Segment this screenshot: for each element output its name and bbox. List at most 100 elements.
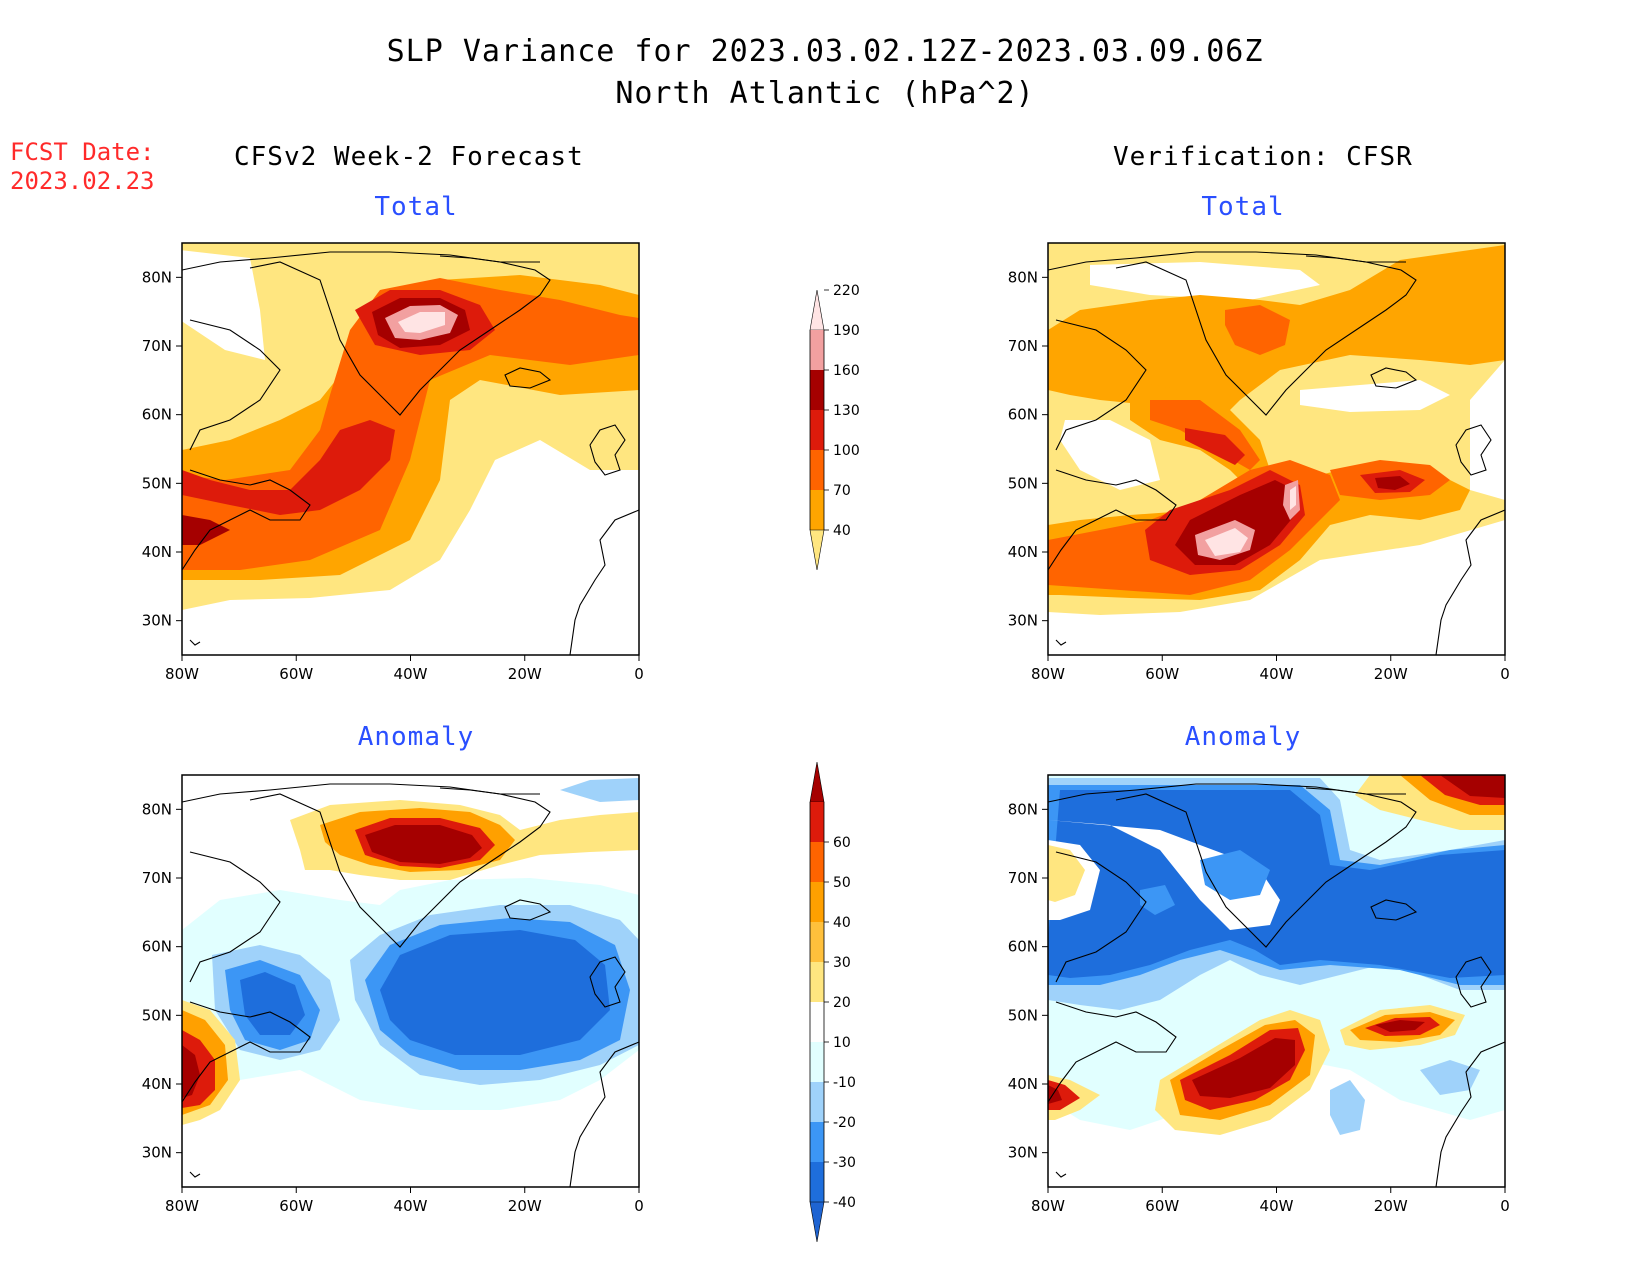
colorbar-segment [810, 410, 824, 450]
lon-tick-label: 80W [165, 665, 199, 683]
lat-tick-label: 80N [1008, 268, 1038, 286]
colorbar-segment [810, 802, 824, 842]
panel-subtitle-bottom-right: Anomaly [1184, 722, 1302, 752]
lon-tick-label: 20W [1374, 1197, 1408, 1215]
colorbar-tick-label: 50 [833, 875, 851, 891]
lat-tick-label: 30N [142, 1144, 172, 1162]
map-panel-verification-anomaly [1048, 775, 1505, 1187]
lon-tick-label: 80W [1031, 665, 1065, 683]
forecast-date-value: 2023.02.23 [10, 167, 155, 195]
colorbar-tick-label: 70 [833, 483, 851, 499]
lon-tick-label: 0 [634, 665, 644, 683]
coastline [1048, 251, 1505, 655]
forecast-date-block: FCST Date: 2023.02.23 [10, 138, 155, 196]
lat-tick-label: 50N [142, 474, 172, 492]
lat-tick-label: 60N [142, 938, 172, 956]
axis-layer: 80N 70N 60N 50N 40N 30N 80W 60W 40W 20W 0 80N 70N 60N… [142, 268, 1510, 1215]
right-column-title: Verification: CFSR [1113, 142, 1413, 172]
lat-tick-label: 50N [142, 1006, 172, 1024]
lon-tick-label: 80W [1031, 1197, 1065, 1215]
forecast-date-label: FCST Date: [10, 138, 155, 166]
lon-tick-label: 0 [634, 1197, 644, 1215]
colorbar-tick-label: -10 [833, 1075, 856, 1091]
lon-tick-label: 20W [508, 665, 542, 683]
lon-tick-label: 0 [1500, 665, 1510, 683]
colorbar-segment [810, 962, 824, 1002]
colorbar-upper-extension [809, 289, 825, 331]
lon-tick-label: 40W [1260, 665, 1294, 683]
colorbar-segment [810, 1122, 824, 1162]
colorbar-tick-label: 60 [833, 835, 851, 851]
colorbar-tick-label: 30 [833, 955, 851, 971]
colorbar-segment [810, 1002, 824, 1042]
colorbar-tick-label: -30 [833, 1155, 856, 1171]
lat-tick-label: 80N [142, 800, 172, 818]
lon-tick-label: 60W [279, 1197, 313, 1215]
lat-tick-label: 40N [142, 543, 172, 561]
colorbar-tick-label: 130 [833, 403, 860, 419]
lon-tick-label: 40W [394, 1197, 428, 1215]
lon-tick-label: 40W [394, 665, 428, 683]
map-axes: 80N 70N 60N 50N 40N 30N 80W 60W 40W 20W 0 [142, 800, 644, 1215]
lat-tick-label: 40N [1008, 543, 1038, 561]
panel-subtitle-top-left: Total [374, 192, 458, 222]
lon-tick-label: 60W [1145, 665, 1179, 683]
colorbar-tick-label: 160 [833, 363, 860, 379]
colorbar-segment [810, 330, 824, 370]
lat-tick-label: 70N [142, 337, 172, 355]
lat-tick-label: 30N [1008, 612, 1038, 630]
colorbar-segment [810, 882, 824, 922]
colorbar-tick-label: -20 [833, 1115, 856, 1131]
contour-fill-layer [1048, 243, 1505, 615]
colorbar-tick-label: 40 [833, 523, 851, 539]
colorbar-tick-label: 100 [833, 443, 860, 459]
colorbar-lower-extension [809, 529, 825, 571]
colorbar-segment [810, 1042, 824, 1082]
left-column-title: CFSv2 Week-2 Forecast [234, 142, 584, 172]
colorbar-segment [810, 842, 824, 882]
colorbar-tick-label: 190 [833, 323, 860, 339]
colorbar-anomaly: -40 -30 -20 -10 10 20 30 40 50 60 [809, 761, 856, 1243]
contour-fill-layer [1048, 775, 1505, 1135]
coastline [182, 251, 639, 655]
coastline [1048, 783, 1505, 1187]
lat-tick-label: 80N [1008, 800, 1038, 818]
colorbar-total: 40 70 100 130 160 190 220 [809, 283, 860, 571]
lon-tick-label: 60W [1145, 1197, 1179, 1215]
panel-subtitle-top-right: Total [1201, 192, 1285, 222]
contour-fill-layer [182, 243, 639, 610]
contour-fill-layer [182, 778, 639, 1125]
colorbar-tick-label: -40 [833, 1195, 856, 1211]
colorbar-tick-label: 220 [833, 283, 860, 299]
lat-tick-label: 50N [1008, 1006, 1038, 1024]
colorbar-segment [810, 922, 824, 962]
colorbar-segment [810, 1162, 824, 1202]
map-panel-forecast-total [182, 243, 639, 655]
lat-tick-label: 60N [142, 406, 172, 424]
panel-subtitle-bottom-left: Anomaly [357, 722, 475, 752]
coastline [182, 783, 639, 1187]
colorbar-tick-label: 10 [833, 1035, 851, 1051]
lat-tick-label: 60N [1008, 406, 1038, 424]
colorbar-tick-label: 20 [833, 995, 851, 1011]
colorbar-segment [810, 490, 824, 530]
lat-tick-label: 60N [1008, 938, 1038, 956]
colorbar-segment [810, 1082, 824, 1122]
lat-tick-label: 30N [142, 612, 172, 630]
map-axes: 80N 70N 60N 50N 40N 30N 80W 60W 40W 20W 0 [1008, 268, 1510, 683]
lon-tick-label: 0 [1500, 1197, 1510, 1215]
colorbar-tick-label: 40 [833, 915, 851, 931]
lat-tick-label: 40N [142, 1075, 172, 1093]
colorbar-segment [810, 370, 824, 410]
lon-tick-label: 20W [1374, 665, 1408, 683]
lon-tick-label: 40W [1260, 1197, 1294, 1215]
lat-tick-label: 70N [1008, 869, 1038, 887]
map-panel-forecast-anomaly [182, 775, 639, 1187]
lat-tick-label: 70N [142, 869, 172, 887]
map-panel-verification-total [1048, 243, 1505, 655]
lat-tick-label: 80N [142, 268, 172, 286]
lat-tick-label: 70N [1008, 337, 1038, 355]
chart-subtitle: North Atlantic (hPa^2) [615, 76, 1035, 111]
lon-tick-label: 60W [279, 665, 313, 683]
